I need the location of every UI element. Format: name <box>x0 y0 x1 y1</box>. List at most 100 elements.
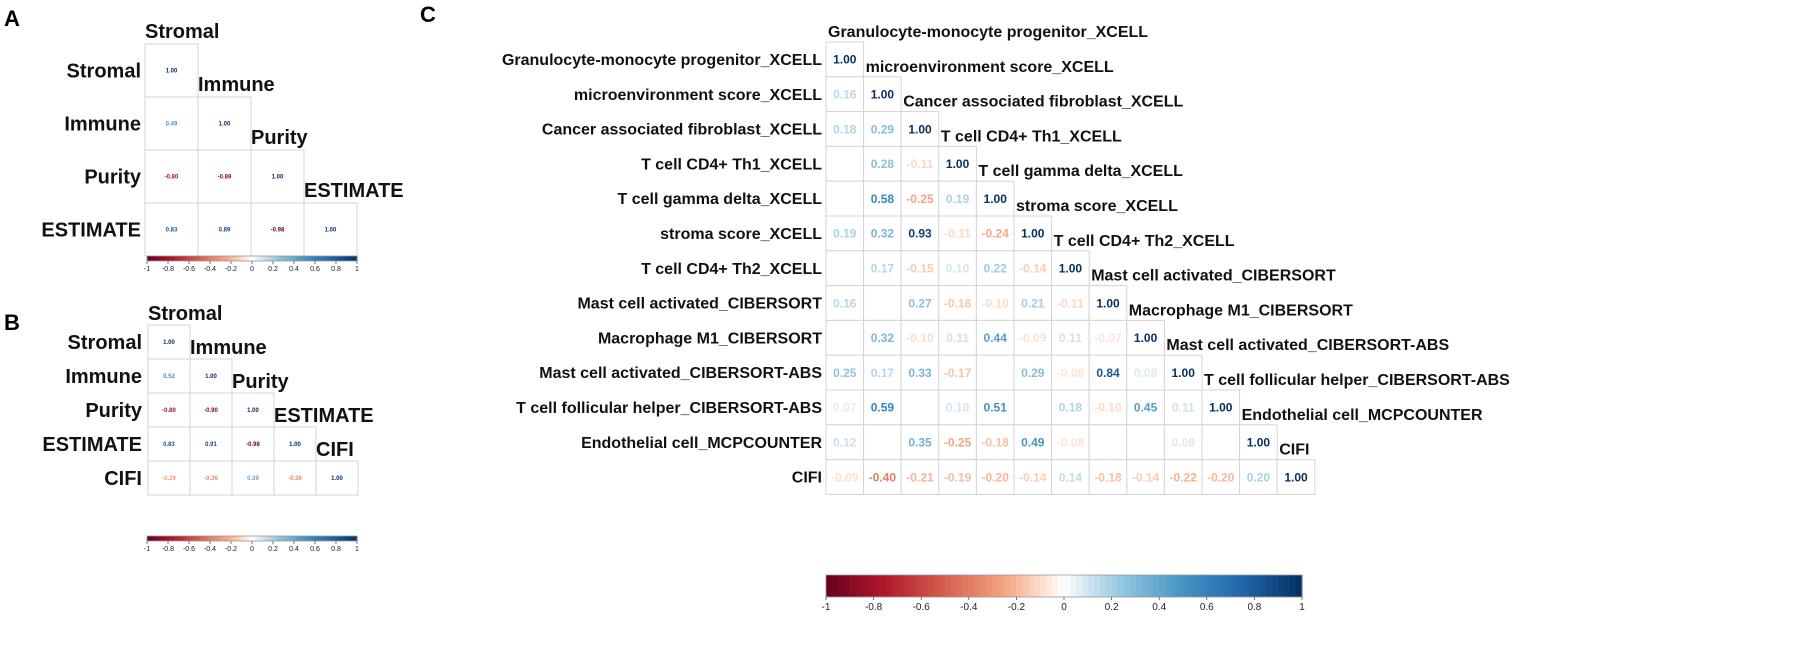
cell-11-9 <box>1163 424 1203 461</box>
colorbar-segment <box>1069 575 1077 597</box>
value-label-10-10: 1.00 <box>1209 401 1233 415</box>
colorbar-tick-label: -0.2 <box>225 266 237 273</box>
colorbar-segment <box>296 256 300 261</box>
value-label-6-6: 1.00 <box>1059 262 1083 276</box>
colorbar-segment <box>325 256 329 261</box>
cell-8-7 <box>1088 319 1128 356</box>
colorbar-segment <box>1046 575 1053 597</box>
value-label-2-2: 1.00 <box>908 122 932 136</box>
colorbar-segment <box>867 575 875 597</box>
colorbar-segment <box>1218 575 1226 597</box>
value-label-12-2: -0.21 <box>906 470 934 484</box>
colorbar-segment <box>349 536 353 541</box>
colorbar-segment <box>196 536 201 541</box>
cell-8-4 <box>975 319 1015 356</box>
colorbar-segment <box>254 256 258 261</box>
value-label-5-4: -0.24 <box>982 227 1010 241</box>
colorbar-segment <box>1093 575 1101 597</box>
row-label-estimate: ESTIMATE <box>41 220 141 242</box>
colorbar-segment <box>265 256 269 261</box>
value-label-8-4: 0.44 <box>984 331 1008 345</box>
colorbar-segment <box>283 256 287 261</box>
colorbar-segment <box>1129 575 1136 597</box>
colorbar-tick-label: -1 <box>144 266 150 273</box>
row-label-cancer-associated-fibroblast-xcell: Cancer associated fibroblast_XCELL <box>542 122 822 139</box>
colorbar-segment <box>210 536 214 541</box>
cell-12-10 <box>1201 459 1241 495</box>
value-label-2-1: 0.29 <box>871 122 895 136</box>
cell-7-2 <box>900 285 940 321</box>
colorbar-segment <box>275 256 279 261</box>
value-label-3-2: -0.98 <box>246 442 260 448</box>
cell-3-3 <box>273 426 317 462</box>
value-label-0-0: 1.00 <box>166 69 178 75</box>
colorbar-segment <box>921 575 928 597</box>
colorbar-segment <box>191 536 195 541</box>
colorbar-segment <box>291 536 295 541</box>
colorbar-segment <box>241 256 245 261</box>
column-label-granulocyte-monocyte-progenitor-xcell: Granulocyte-monocyte progenitor_XCELL <box>828 24 1148 41</box>
cell-7-6 <box>1051 285 1090 321</box>
colorbar-segment <box>278 256 282 261</box>
colorbar-segment <box>333 536 337 541</box>
cell-5-2 <box>900 215 940 252</box>
colorbar-segment <box>343 256 348 261</box>
colorbar-tick-label: 1 <box>355 266 359 273</box>
cell-11-0 <box>825 424 865 461</box>
colorbar-segment <box>280 536 285 541</box>
colorbar-segment <box>309 256 313 261</box>
cell-9-6 <box>1051 354 1090 391</box>
colorbar-segment <box>1194 575 1202 597</box>
colorbar-tick-label: 0.8 <box>331 266 341 273</box>
cell-4-4 <box>315 460 359 496</box>
cell-9-4 <box>975 354 1015 391</box>
colorbar-segment <box>1188 575 1196 597</box>
colorbar-segment <box>257 536 261 541</box>
cell-12-8 <box>1126 459 1165 495</box>
cell-8-1 <box>863 319 902 356</box>
cell-6-6 <box>1051 250 1090 287</box>
panel-letter-c: C <box>420 2 436 27</box>
colorbar-segment <box>223 536 227 541</box>
colorbar-segment <box>301 536 306 541</box>
colorbar-segment <box>1028 575 1035 597</box>
row-label-purity: Purity <box>84 167 142 189</box>
value-label-11-9: 0.08 <box>1172 436 1196 450</box>
value-label-4-3: -0.36 <box>288 476 302 482</box>
cell-8-0 <box>825 319 865 356</box>
row-label-stromal: Stromal <box>68 332 142 354</box>
value-label-12-8: -0.14 <box>1132 470 1160 484</box>
colorbar-segment <box>349 256 353 261</box>
colorbar-segment <box>312 536 316 541</box>
value-label-7-4: -0.10 <box>982 296 1010 310</box>
value-label-5-1: 0.32 <box>871 227 895 241</box>
colorbar-segment <box>178 536 182 541</box>
colorbar-segment <box>294 536 298 541</box>
colorbar-segment <box>296 536 300 541</box>
value-label-11-6: -0.08 <box>1057 436 1085 450</box>
colorbar-segment <box>267 536 271 541</box>
colorbar-segment <box>223 256 227 261</box>
value-label-1-1: 1.00 <box>871 88 895 102</box>
colorbar-segment <box>170 256 174 261</box>
colorbar-tick-label: -0.6 <box>183 546 195 553</box>
cell-6-4 <box>975 250 1015 287</box>
colorbar-segment <box>1266 575 1273 597</box>
column-label-estimate: ESTIMATE <box>304 180 404 202</box>
cell-9-5 <box>1013 354 1053 391</box>
value-label-3-1: 0.89 <box>219 228 231 234</box>
value-label-7-7: 1.00 <box>1096 296 1120 310</box>
value-label-9-6: -0.08 <box>1057 366 1085 380</box>
colorbar-segment <box>1296 575 1303 597</box>
value-label-3-1: 0.91 <box>205 442 217 448</box>
colorbar-segment <box>168 256 172 261</box>
colorbar-segment <box>330 256 334 261</box>
colorbar-segment <box>1052 575 1059 597</box>
colorbar-segment <box>351 536 355 541</box>
value-label-6-2: -0.15 <box>906 262 934 276</box>
colorbar-segment <box>238 256 243 261</box>
colorbar-tick-label: 0.4 <box>1152 602 1166 613</box>
colorbar-segment <box>1254 575 1261 597</box>
colorbar-segment <box>1177 575 1184 597</box>
value-label-3-0: 0.83 <box>163 442 175 448</box>
